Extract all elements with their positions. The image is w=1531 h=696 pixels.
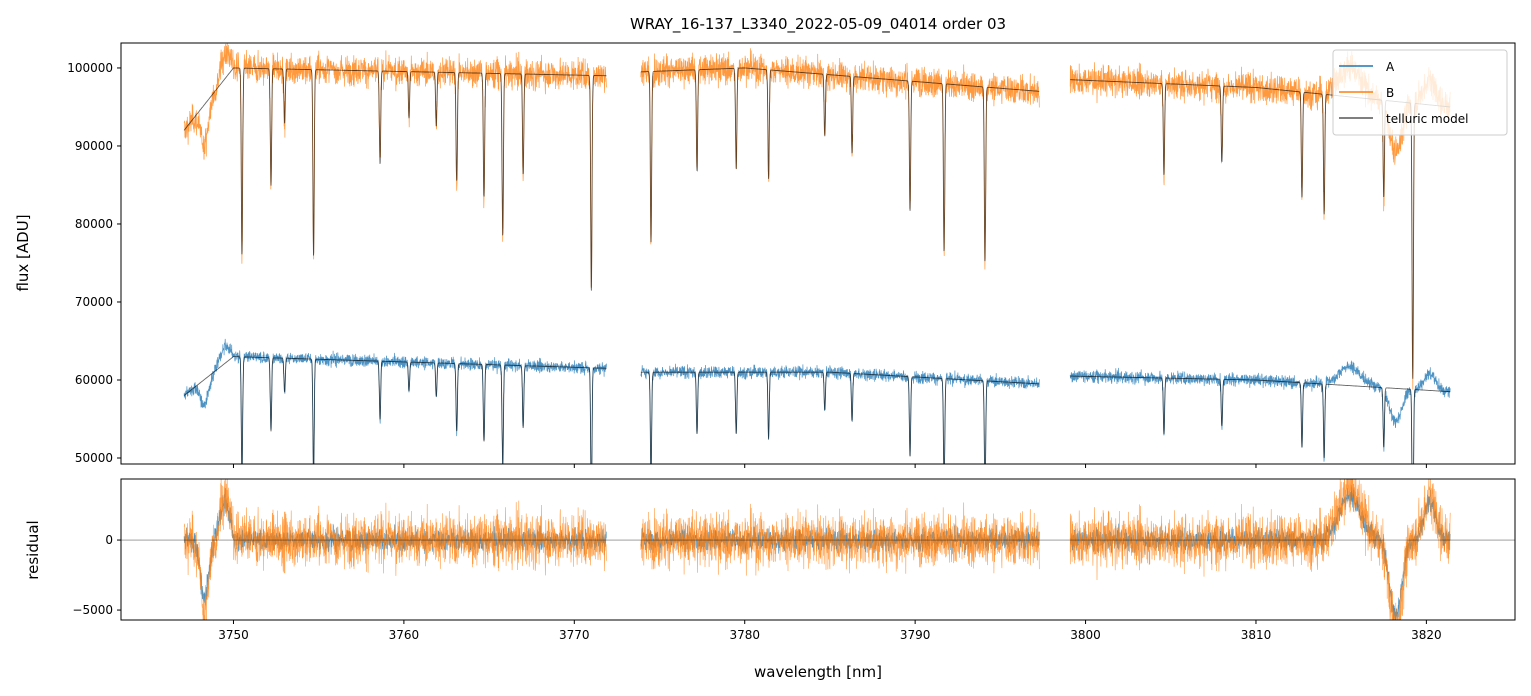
- y-tick-label: 100000: [67, 61, 113, 75]
- residual-tick-label: 0: [105, 533, 113, 547]
- y-tick-label: 70000: [75, 295, 113, 309]
- x-tick-label: 3760: [389, 628, 420, 642]
- telluric-model-line: [183, 356, 607, 464]
- telluric-model-line: [183, 67, 607, 291]
- flux-axes-frame: [120, 42, 1516, 465]
- x-tick-label: 3770: [559, 628, 590, 642]
- y-tick-label: 60000: [75, 373, 113, 387]
- x-tick-label: 3780: [729, 628, 760, 642]
- residual-axes-frame: [120, 478, 1516, 621]
- legend: A B telluric model: [1332, 49, 1508, 136]
- series-b-flux-line: [640, 48, 1040, 270]
- y-tick-label: 80000: [75, 217, 113, 231]
- x-tick-label: 3820: [1411, 628, 1442, 642]
- series-b-residual-line: [640, 502, 1040, 576]
- series-a-flux-line: [1069, 360, 1451, 464]
- legend-label-a: A: [1386, 60, 1395, 74]
- y-axis-label-residual: residual: [24, 520, 42, 579]
- series-a-flux-line: [183, 338, 607, 464]
- y-tick-label: 90000: [75, 139, 113, 153]
- series-b-residual-line: [183, 479, 607, 620]
- series-b-flux-line: [183, 43, 607, 288]
- residual-panel: [121, 479, 1515, 620]
- legend-label-b: B: [1386, 86, 1394, 100]
- y-tick-label: 50000: [75, 451, 113, 465]
- telluric-model-line: [1070, 375, 1451, 464]
- y-axis-label-flux: flux [ADU]: [14, 214, 32, 291]
- x-axis-label: wavelength [nm]: [754, 663, 882, 681]
- series-a-flux-line: [640, 363, 1040, 464]
- telluric-model-line: [640, 67, 1040, 262]
- legend-label-model: telluric model: [1386, 112, 1468, 126]
- x-tick-label: 3800: [1070, 628, 1101, 642]
- x-tick-label: 3790: [900, 628, 931, 642]
- telluric-model-line: [640, 371, 1040, 464]
- chart-title: WRAY_16-137_L3340_2022-05-09_04014 order…: [630, 15, 1006, 34]
- series-b-residual-line: [1069, 479, 1451, 620]
- residual-tick-label: −5000: [72, 603, 113, 617]
- x-tick-label: 3750: [218, 628, 249, 642]
- flux-panel: [183, 43, 1451, 464]
- x-tick-label: 3810: [1241, 628, 1272, 642]
